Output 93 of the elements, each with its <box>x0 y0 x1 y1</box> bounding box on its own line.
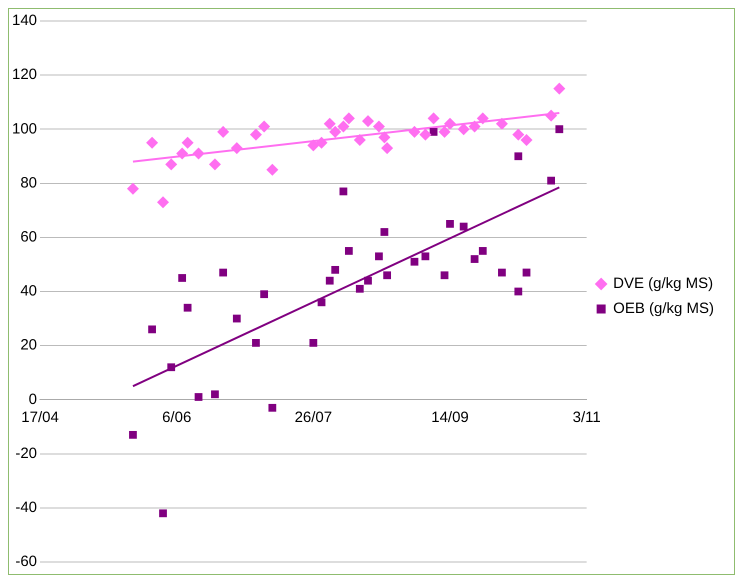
y-tick-label: -60 <box>15 553 38 570</box>
point <box>458 123 470 136</box>
point <box>356 284 364 293</box>
point <box>545 110 558 122</box>
y-tick-label: 20 <box>20 336 38 354</box>
point <box>468 120 481 132</box>
point <box>440 271 448 280</box>
point <box>184 304 192 312</box>
point <box>307 139 320 152</box>
point <box>337 120 350 132</box>
point <box>514 152 522 160</box>
point <box>194 393 202 401</box>
y-tick-label: 140 <box>12 12 38 30</box>
point <box>476 112 489 124</box>
point <box>219 268 228 276</box>
point <box>326 276 334 285</box>
point <box>354 134 366 146</box>
point <box>217 126 230 138</box>
y-tick-label: 120 <box>12 66 38 84</box>
point <box>383 271 392 280</box>
y-tick-label: 80 <box>20 174 38 192</box>
point <box>146 136 158 149</box>
point <box>178 274 186 282</box>
point <box>165 158 178 170</box>
point <box>553 82 566 95</box>
point <box>129 430 137 439</box>
point <box>362 115 374 128</box>
point <box>126 182 139 195</box>
point <box>266 164 278 176</box>
point <box>372 120 385 132</box>
point <box>444 118 456 130</box>
point <box>381 142 394 154</box>
point <box>496 118 508 130</box>
y-tick-label: 100 <box>12 120 38 138</box>
point <box>258 120 270 132</box>
point <box>331 266 340 274</box>
point <box>324 118 336 130</box>
point <box>268 404 276 412</box>
point <box>211 390 219 398</box>
point <box>182 136 194 149</box>
point <box>252 339 260 347</box>
point <box>230 142 243 154</box>
y-tick-label: 40 <box>20 282 38 300</box>
point <box>375 252 383 260</box>
point <box>446 220 454 228</box>
point <box>419 128 432 141</box>
x-tick-label: 26/07 <box>294 408 332 426</box>
y-tick-label: 0 <box>28 390 38 408</box>
point <box>512 128 524 141</box>
point <box>378 131 390 144</box>
x-tick-label: 14/09 <box>431 408 469 426</box>
point <box>380 228 388 236</box>
point <box>422 252 430 260</box>
y-tick-label: -40 <box>15 499 38 516</box>
point <box>364 276 372 285</box>
x-tick-label: 3/11 <box>572 408 601 426</box>
point <box>329 126 342 138</box>
point <box>430 128 438 136</box>
point <box>318 298 326 306</box>
point <box>340 188 348 196</box>
point <box>167 363 176 372</box>
point <box>438 126 451 138</box>
point <box>408 126 420 138</box>
point <box>460 222 468 230</box>
point <box>342 112 355 124</box>
point <box>176 148 188 160</box>
legend-label: DVE (g/kg MS) <box>613 275 714 292</box>
point <box>159 509 167 518</box>
y-tick-label: -20 <box>15 444 38 462</box>
point <box>428 112 440 124</box>
point <box>157 196 170 208</box>
point <box>250 128 262 141</box>
point <box>232 314 241 322</box>
point <box>555 125 564 134</box>
x-tick-label: 17/04 <box>21 408 59 426</box>
point <box>514 288 522 296</box>
point <box>410 258 418 266</box>
point <box>344 247 353 255</box>
y-tick-label: 60 <box>20 228 38 246</box>
point <box>316 136 328 149</box>
point <box>470 255 478 263</box>
point <box>260 290 268 298</box>
point <box>309 339 318 347</box>
point <box>478 247 487 255</box>
point <box>208 158 221 170</box>
x-tick-label: 6/06 <box>162 408 192 426</box>
legend-label: OEB (g/kg MS) <box>613 300 714 318</box>
point <box>498 268 506 276</box>
point <box>520 134 533 146</box>
point <box>148 325 156 334</box>
point <box>522 268 530 276</box>
point <box>192 148 205 160</box>
point <box>547 176 556 184</box>
